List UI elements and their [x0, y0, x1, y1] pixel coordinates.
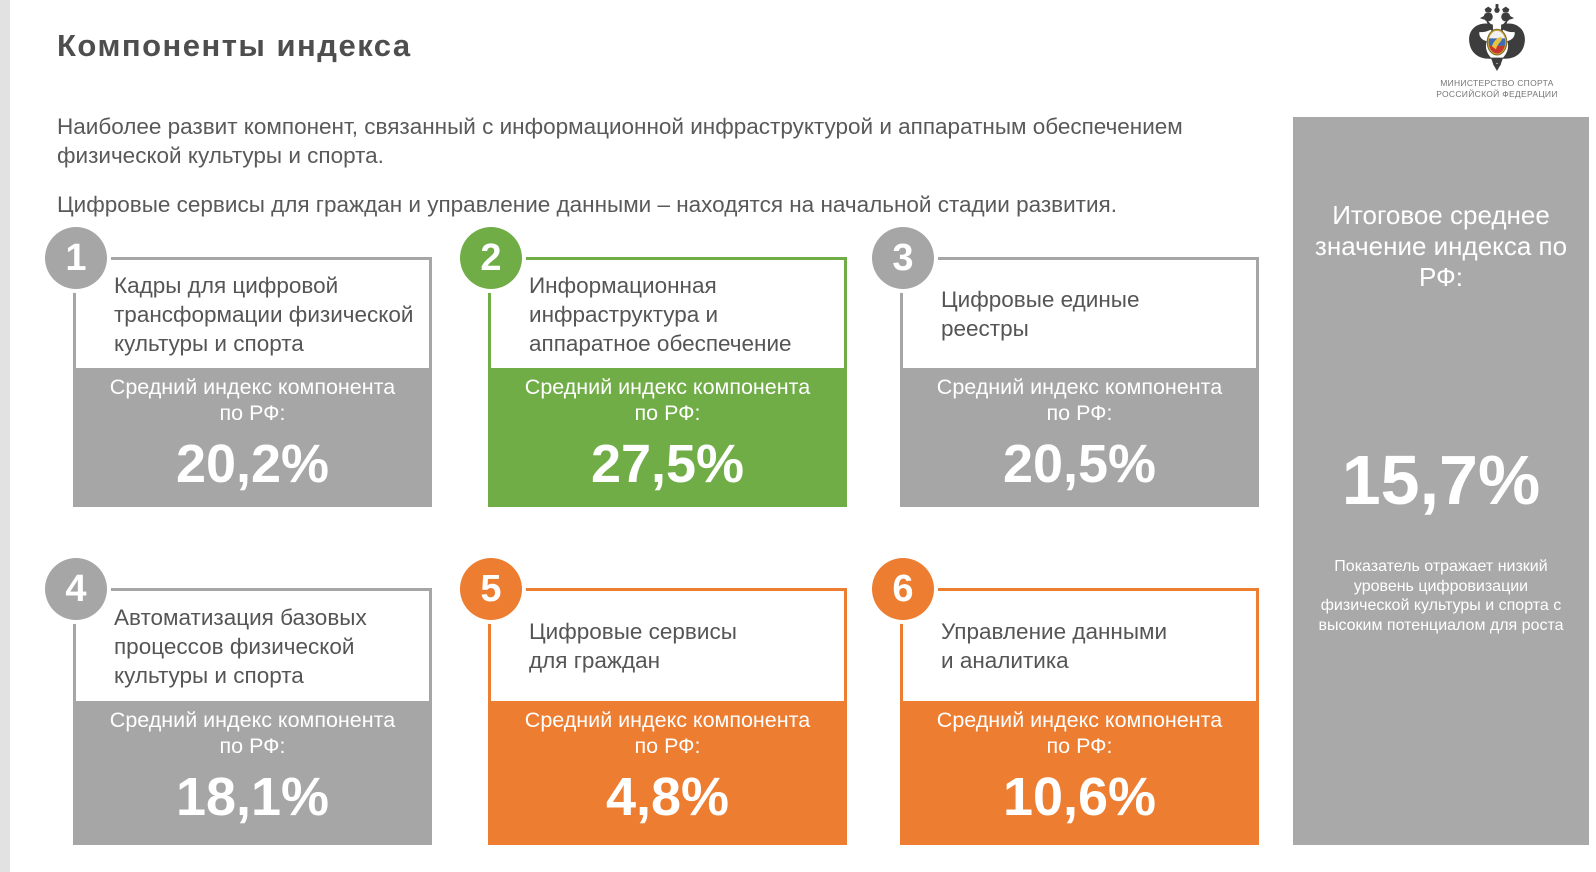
component-number-badge: 6 — [872, 558, 934, 620]
intro-paragraph-2: Цифровые сервисы для граждан и управлени… — [57, 192, 1117, 217]
component-index-label: Средний индекс компонента по РФ: — [491, 374, 844, 426]
component-index-label-line1: Средний индекс компонента — [936, 708, 1223, 732]
component-index-band: Средний индекс компонента по РФ: 27,5% — [491, 368, 844, 504]
component-number-badge: 5 — [460, 558, 522, 620]
component-index-label-line2: по РФ: — [1046, 734, 1113, 758]
component-index-label: Средний индекс компонента по РФ: — [76, 374, 429, 426]
component-index-label: Средний индекс компонента по РФ: — [491, 707, 844, 759]
component-index-label-line2: по РФ: — [1046, 401, 1113, 425]
component-title: Кадры для цифровой трансформации физичес… — [114, 272, 414, 356]
component-index-value: 18,1% — [175, 767, 330, 827]
slide-left-edge — [0, 0, 10, 872]
component-number-badge: 1 — [45, 227, 107, 289]
component-number-badge: 2 — [460, 227, 522, 289]
component-title: Автоматизация базовых процессов физическ… — [114, 604, 367, 688]
double-headed-eagle-icon — [1469, 4, 1525, 71]
component-title: Цифровые сервисы для граждан — [529, 619, 737, 673]
component-title-box: Кадры для цифровой трансформации физичес… — [76, 260, 429, 368]
component-card-5: 5 Цифровые сервисы для граждан Средний и… — [460, 558, 847, 845]
component-index-label-line2: по РФ: — [219, 401, 286, 425]
component-number-badge: 4 — [45, 558, 107, 620]
component-number-badge: 3 — [872, 227, 934, 289]
component-index-label-line2: по РФ: — [634, 734, 701, 758]
ministry-logo: МИНИСТЕРСТВО СПОРТА РОССИЙСКОЙ ФЕДЕРАЦИИ — [1402, 4, 1592, 99]
component-index-label: Средний индекс компонента по РФ: — [903, 374, 1256, 426]
component-title-box: Управление данными и аналитика — [903, 591, 1256, 701]
component-card-3: 3 Цифровые единые реестры Средний индекс… — [872, 227, 1259, 507]
intro-text: Наиболее развит компонент, связанный с и… — [57, 112, 1232, 239]
component-card-6: 6 Управление данными и аналитика Средний… — [872, 558, 1259, 845]
component-index-value: 27,5% — [590, 434, 745, 494]
component-title-box: Автоматизация базовых процессов физическ… — [76, 591, 429, 701]
component-index-label-line1: Средний индекс компонента — [936, 375, 1223, 399]
ministry-logo-caption: МИНИСТЕРСТВО СПОРТА РОССИЙСКОЙ ФЕДЕРАЦИИ — [1436, 78, 1558, 99]
component-title-box: Цифровые единые реестры — [903, 260, 1256, 368]
component-index-label-line1: Средний индекс компонента — [109, 708, 396, 732]
component-index-label-line1: Средний индекс компонента — [109, 375, 396, 399]
component-card-4: 4 Автоматизация базовых процессов физиче… — [45, 558, 432, 845]
component-index-label-line2: по РФ: — [634, 401, 701, 425]
summary-value: 15,7% — [1341, 441, 1541, 519]
intro-paragraph-1: Наиболее развит компонент, связанный с и… — [57, 114, 1183, 168]
component-index-value: 20,5% — [1002, 434, 1157, 494]
component-card-1: 1 Кадры для цифровой трансформации физич… — [45, 227, 432, 507]
component-index-value: 10,6% — [1002, 767, 1157, 827]
component-index-label-line1: Средний индекс компонента — [524, 708, 811, 732]
component-index-band: Средний индекс компонента по РФ: 20,2% — [76, 368, 429, 504]
summary-panel: Итоговое среднее значение индекса по РФ:… — [1293, 117, 1589, 845]
summary-heading: Итоговое среднее значение индекса по РФ: — [1314, 200, 1568, 292]
component-index-band: Средний индекс компонента по РФ: 4,8% — [491, 701, 844, 842]
component-index-label: Средний индекс компонента по РФ: — [903, 707, 1256, 759]
component-index-label: Средний индекс компонента по РФ: — [76, 707, 429, 759]
component-index-label-line1: Средний индекс компонента — [524, 375, 811, 399]
component-title: Управление данными и аналитика — [941, 619, 1168, 673]
component-index-value: 20,2% — [175, 434, 330, 494]
component-index-band: Средний индекс компонента по РФ: 10,6% — [903, 701, 1256, 842]
component-title: Цифровые единые реестры — [941, 287, 1140, 341]
component-card-2: 2 Информационная инфраструктура и аппара… — [460, 227, 847, 507]
component-title-box: Цифровые сервисы для граждан — [491, 591, 844, 701]
component-index-label-line2: по РФ: — [219, 734, 286, 758]
page-title: Компоненты индекса — [57, 28, 412, 63]
component-title-box: Информационная инфраструктура и аппаратн… — [491, 260, 844, 368]
component-index-band: Средний индекс компонента по РФ: 20,5% — [903, 368, 1256, 504]
component-index-band: Средний индекс компонента по РФ: 18,1% — [76, 701, 429, 842]
summary-description: Показатель отражает низкий уровень цифро… — [1318, 558, 1564, 634]
component-title: Информационная инфраструктура и аппаратн… — [529, 272, 792, 356]
component-index-value: 4,8% — [605, 767, 730, 827]
